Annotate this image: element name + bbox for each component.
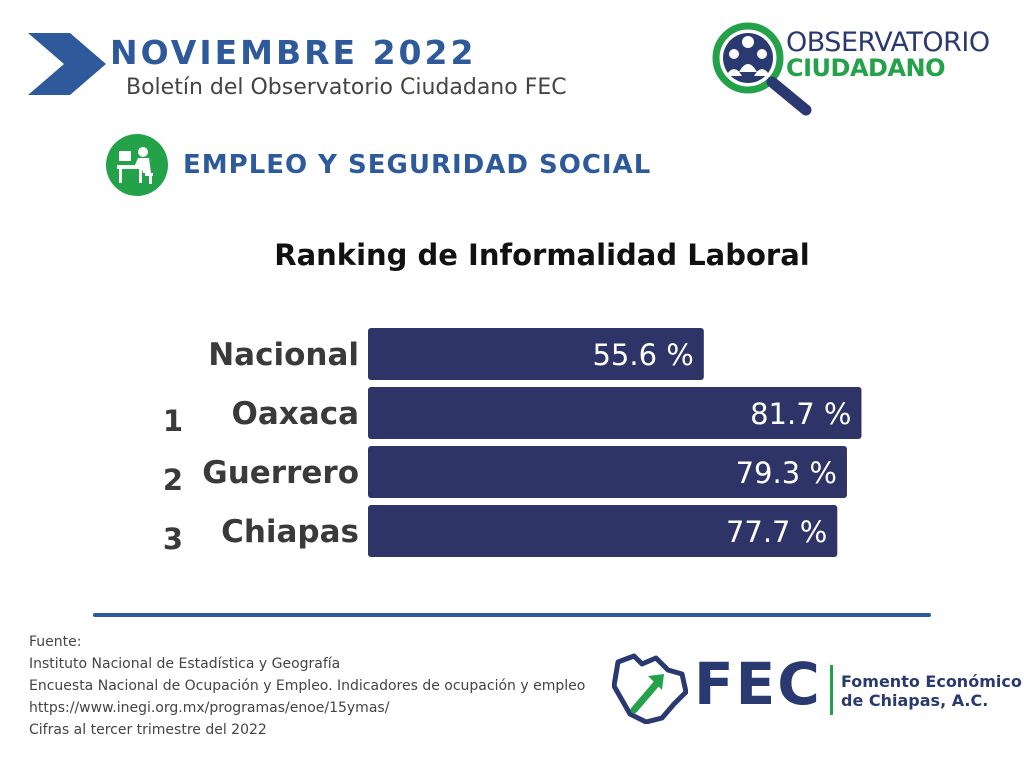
footer-divider bbox=[93, 613, 931, 617]
source-line: Fuente: bbox=[29, 634, 82, 650]
chart-title: Ranking de Informalidad Laboral bbox=[274, 238, 810, 272]
fec-name-line2: de Chiapas, A.C. bbox=[841, 691, 989, 710]
bar-value-label: 77.7 % bbox=[726, 515, 827, 549]
source-line: Instituto Nacional de Estadística y Geog… bbox=[29, 656, 341, 672]
worker-desk-icon bbox=[106, 134, 168, 196]
bulletin-month-title: NOVIEMBRE 2022 bbox=[110, 33, 477, 72]
source-line: Encuesta Nacional de Ocupación y Empleo.… bbox=[29, 678, 586, 694]
category-label: Nacional bbox=[208, 337, 359, 373]
fec-name-line1: Fomento Económico bbox=[841, 672, 1022, 691]
fec-logo-letters: FEC bbox=[694, 650, 822, 718]
fec-logo-divider bbox=[830, 665, 833, 715]
category-label: Guerrero bbox=[202, 455, 359, 491]
bulletin-subtitle: Boletín del Observatorio Ciudadano FEC bbox=[126, 75, 567, 100]
bar-value-label: 79.3 % bbox=[736, 456, 837, 490]
chiapas-map-arrow-icon bbox=[612, 653, 688, 724]
rank-label: 3 bbox=[163, 522, 183, 556]
category-label: Oaxaca bbox=[232, 396, 359, 432]
bar-value-label: 81.7 % bbox=[750, 397, 851, 431]
bar-value-label: 55.6 % bbox=[592, 338, 693, 372]
source-link[interactable]: https://www.inegi.org.mx/programas/enoe/… bbox=[29, 700, 390, 716]
chevron-arrow-icon bbox=[28, 33, 106, 95]
rank-label: 2 bbox=[163, 463, 183, 497]
rank-label: 1 bbox=[163, 404, 183, 438]
informality-bar-chart: 55.6 % Nacional 81.7 % Oaxaca 1 79.3 % Guerrer… bbox=[163, 328, 862, 557]
bar-nacional bbox=[368, 328, 704, 380]
category-label: Chiapas bbox=[221, 514, 359, 550]
bar-chiapas bbox=[368, 505, 838, 557]
section-title: EMPLEO Y SEGURIDAD SOCIAL bbox=[183, 150, 652, 180]
bar-oaxaca bbox=[368, 387, 862, 439]
source-line: Cifras al tercer trimestre del 2022 bbox=[29, 722, 267, 738]
bar-guerrero bbox=[368, 446, 847, 498]
observatorio-logo-line2: CIUDADANO bbox=[786, 54, 946, 82]
observatorio-logo-line1: OBSERVATORIO bbox=[786, 27, 990, 58]
magnifier-people-icon bbox=[712, 22, 812, 116]
source-notes: Fuente: Instituto Nacional de Estadístic… bbox=[29, 631, 585, 741]
